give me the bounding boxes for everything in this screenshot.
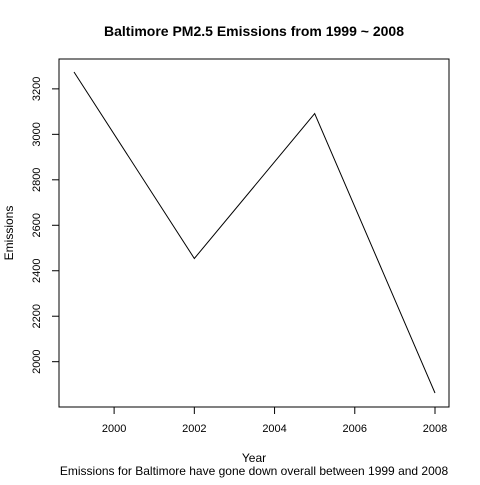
y-axis-label: Emissions [2,206,16,261]
y-axis: 2000 2200 2400 2600 2800 3000 3200 [31,77,59,374]
x-axis: 2000 2002 2004 2006 2008 [102,407,447,435]
x-tick-label-2002: 2002 [182,423,206,435]
chart-title: Baltimore PM2.5 Emissions from 1999 ~ 20… [104,23,404,39]
y-tick-label-2800: 2800 [31,168,43,192]
y-tick-label-2400: 2400 [31,259,43,283]
plot-frame [58,58,450,408]
x-tick-label-2004: 2004 [262,423,286,435]
series-line-0 [73,71,436,394]
x-tick-label-2008: 2008 [423,423,447,435]
x-tick-label-2006: 2006 [343,423,367,435]
y-tick-label-2200: 2200 [31,304,43,328]
y-tick-label-3200: 3200 [31,77,43,101]
x-axis-label: Year [242,451,266,465]
y-tick-label-2000: 2000 [31,349,43,373]
y-tick-label-3000: 3000 [31,122,43,146]
chart-subtitle: Emissions for Baltimore have gone down o… [60,464,449,478]
series-layer [73,71,436,394]
x-tick-label-2000: 2000 [102,423,126,435]
y-tick-label-2600: 2600 [31,213,43,237]
